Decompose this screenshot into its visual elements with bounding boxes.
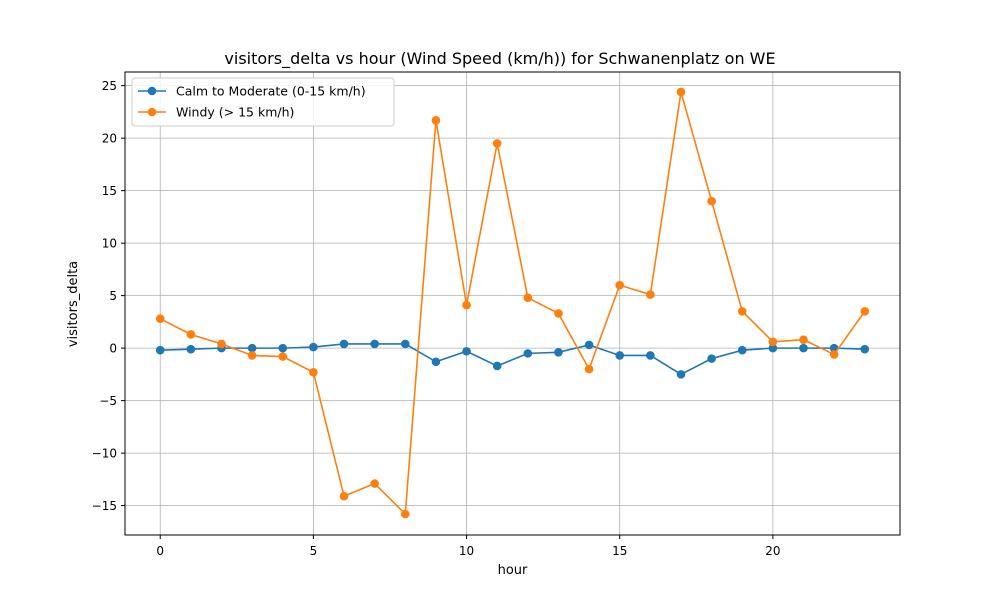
data-point [339,491,349,501]
data-point [523,349,533,358]
data-point [400,509,410,519]
data-point [646,351,655,360]
data-point [309,367,318,377]
series-2 [155,87,870,519]
legend-box [131,77,395,127]
data-point [768,343,778,353]
data-point [737,345,747,355]
chart-title: visitors_delta vs hour (Wind Speed (km/h… [224,49,775,69]
data-point [554,348,563,357]
data-point [584,340,594,350]
grid-lines [125,72,900,535]
y-tick-label: −10 [92,447,117,461]
data-point [370,339,379,349]
data-point [462,300,471,310]
data-point [799,343,808,353]
y-tick-label: −15 [92,499,117,513]
data-point [860,307,870,316]
data-point [339,339,349,349]
legend-marker [147,86,157,96]
data-point [615,280,625,290]
data-point [676,370,686,379]
data-point [309,342,318,352]
data-point [768,337,778,347]
data-point [707,354,716,363]
data-point [615,351,625,360]
data-point [707,196,716,206]
legend-marker [147,107,157,117]
data-point [646,290,655,299]
x-tick-label: 0 [156,544,164,558]
data-point [799,335,808,345]
data-point [278,352,288,361]
y-tick-label: 20 [102,132,117,146]
series-line [160,343,865,376]
plot-frame [124,71,901,536]
x-axis-label: hour [498,563,528,578]
series-line [159,91,866,516]
data-point [492,139,502,148]
data-point [431,357,441,367]
y-tick-label: 15 [102,184,117,198]
data-point [155,345,165,355]
series-1 [155,339,870,379]
y-axis-label: visitors_delta [66,261,81,347]
x-tick-label: 10 [459,544,474,558]
data-point [278,343,288,353]
data-point [860,344,870,354]
y-tick-label: 5 [109,289,117,303]
data-point [492,361,502,371]
y-tick-label: 10 [102,237,117,251]
data-point [247,343,257,353]
y-tick-label: 0 [109,342,117,356]
data-point [155,314,165,324]
x-tick-label: 5 [310,544,318,558]
y-tick-label: 25 [102,79,117,93]
data-point [186,344,196,354]
data-point [370,479,379,488]
data-point [554,309,563,318]
x-tick-label: 20 [765,544,780,558]
legend: Calm to Moderate (0-15 km/h) Windy (> 15 … [131,77,395,127]
series-group [155,87,870,519]
data-point [676,87,686,97]
data-point [829,350,839,359]
data-point [737,307,747,316]
data-point [431,115,441,125]
data-point [584,364,594,374]
axes: 0 5 10 15 20 −15 −10 −5 0 5 10 15 20 25 [92,71,901,558]
data-point [217,339,226,349]
x-tick-label: 15 [612,544,627,558]
data-point [400,339,410,349]
y-tick-label: −5 [99,394,117,408]
data-point [462,346,471,356]
data-point [523,293,533,303]
data-point [247,351,257,360]
data-point [186,330,196,339]
legend-label: Windy (> 15 km/h) [176,105,294,120]
legend-label: Calm to Moderate (0-15 km/h) [176,84,366,99]
